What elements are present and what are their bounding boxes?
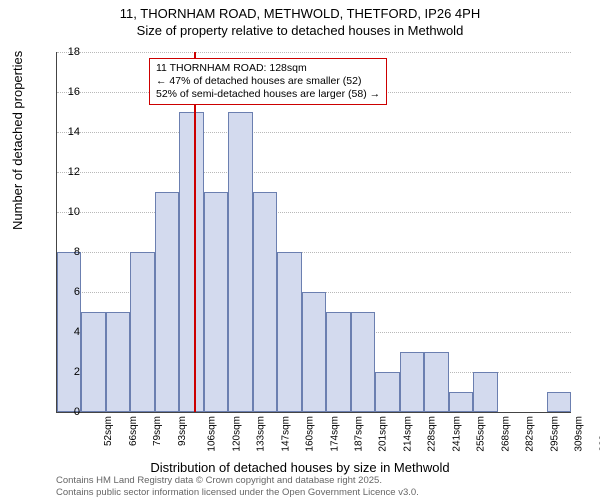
x-tick-label: 201sqm bbox=[378, 416, 389, 452]
x-tick-label: 133sqm bbox=[256, 416, 267, 452]
x-tick-label: 255sqm bbox=[476, 416, 487, 452]
histogram-bar bbox=[547, 392, 571, 412]
annotation-line: ← 47% of detached houses are smaller (52… bbox=[156, 75, 380, 88]
histogram-bar bbox=[375, 372, 399, 412]
histogram-bar bbox=[106, 312, 130, 412]
y-axis-label: Number of detached properties bbox=[10, 51, 25, 230]
y-tick-label: 2 bbox=[54, 366, 80, 378]
y-tick-label: 12 bbox=[54, 166, 80, 178]
x-tick-label: 106sqm bbox=[207, 416, 218, 452]
histogram-bar bbox=[326, 312, 350, 412]
y-tick-label: 0 bbox=[54, 406, 80, 418]
gridline bbox=[57, 212, 571, 213]
title-line-1: 11, THORNHAM ROAD, METHWOLD, THETFORD, I… bbox=[0, 6, 600, 23]
x-tick-label: 79sqm bbox=[152, 416, 163, 446]
annotation-line: 52% of semi-detached houses are larger (… bbox=[156, 88, 380, 101]
x-tick-label: 120sqm bbox=[231, 416, 242, 452]
histogram-bar bbox=[228, 112, 252, 412]
x-tick-label: 93sqm bbox=[177, 416, 188, 446]
y-tick-label: 10 bbox=[54, 206, 80, 218]
histogram-bar bbox=[424, 352, 448, 412]
x-axis-label: Distribution of detached houses by size … bbox=[0, 460, 600, 475]
x-tick-label: 228sqm bbox=[427, 416, 438, 452]
histogram-bar bbox=[81, 312, 105, 412]
footer-attribution: Contains HM Land Registry data © Crown c… bbox=[56, 475, 419, 498]
x-tick-label: 174sqm bbox=[329, 416, 340, 452]
y-tick-label: 16 bbox=[54, 86, 80, 98]
histogram-bar bbox=[351, 312, 375, 412]
histogram-bar bbox=[179, 112, 203, 412]
chart-title: 11, THORNHAM ROAD, METHWOLD, THETFORD, I… bbox=[0, 0, 600, 40]
x-tick-label: 282sqm bbox=[525, 416, 536, 452]
x-tick-label: 309sqm bbox=[574, 416, 585, 452]
footer-line-1: Contains HM Land Registry data © Crown c… bbox=[56, 475, 419, 486]
reference-line bbox=[194, 52, 196, 412]
x-tick-label: 214sqm bbox=[403, 416, 414, 452]
histogram-bar bbox=[130, 252, 154, 412]
y-tick-label: 18 bbox=[54, 46, 80, 58]
histogram-bar bbox=[277, 252, 301, 412]
title-line-2: Size of property relative to detached ho… bbox=[0, 23, 600, 40]
x-tick-label: 66sqm bbox=[128, 416, 139, 446]
histogram-bar bbox=[204, 192, 228, 412]
plot-region: 52sqm66sqm79sqm93sqm106sqm120sqm133sqm14… bbox=[56, 52, 571, 413]
y-tick-label: 8 bbox=[54, 246, 80, 258]
y-tick-label: 14 bbox=[54, 126, 80, 138]
footer-line-2: Contains public sector information licen… bbox=[56, 487, 419, 498]
annotation-box: 11 THORNHAM ROAD: 128sqm← 47% of detache… bbox=[149, 58, 387, 105]
chart-area: 52sqm66sqm79sqm93sqm106sqm120sqm133sqm14… bbox=[56, 52, 570, 412]
x-tick-label: 147sqm bbox=[280, 416, 291, 452]
gridline bbox=[57, 172, 571, 173]
histogram-bar bbox=[302, 292, 326, 412]
y-tick-label: 4 bbox=[54, 326, 80, 338]
histogram-bar bbox=[449, 392, 473, 412]
x-tick-label: 295sqm bbox=[549, 416, 560, 452]
y-tick-label: 6 bbox=[54, 286, 80, 298]
x-tick-label: 52sqm bbox=[103, 416, 114, 446]
annotation-line: 11 THORNHAM ROAD: 128sqm bbox=[156, 62, 380, 75]
x-tick-label: 160sqm bbox=[305, 416, 316, 452]
histogram-bar bbox=[400, 352, 424, 412]
x-tick-label: 241sqm bbox=[451, 416, 462, 452]
x-tick-label: 187sqm bbox=[354, 416, 365, 452]
histogram-bar bbox=[155, 192, 179, 412]
gridline bbox=[57, 52, 571, 53]
histogram-bar bbox=[473, 372, 497, 412]
histogram-bar bbox=[253, 192, 277, 412]
x-tick-label: 268sqm bbox=[500, 416, 511, 452]
gridline bbox=[57, 132, 571, 133]
